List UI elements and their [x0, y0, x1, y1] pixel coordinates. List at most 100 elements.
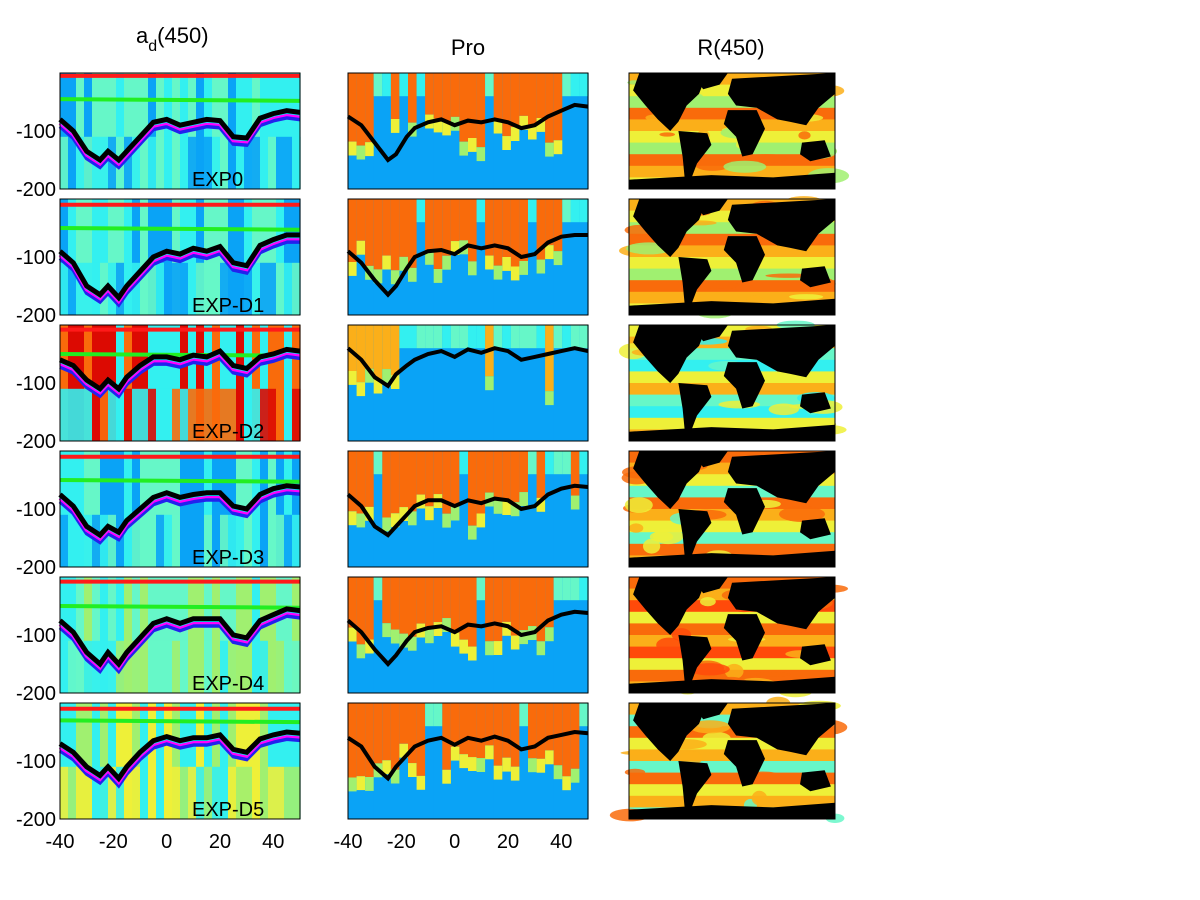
ad-heat-cell-lower [204, 640, 213, 693]
pro-heat-cell [356, 199, 366, 315]
ad-heat-cell [196, 703, 205, 819]
pro-heat-cell-top [476, 703, 486, 759]
pro-heat-cell [553, 577, 563, 693]
pro-heat-cell-top [373, 325, 383, 380]
ad-heat-cell [236, 703, 245, 819]
ad-heat-cell [100, 73, 109, 189]
pro-panel-frame [347, 576, 589, 694]
ad-heat-cell [84, 199, 93, 315]
pro-panel-frame [347, 702, 589, 820]
y-tick-label: -100 [16, 751, 56, 773]
ad-heat-cell [164, 451, 173, 567]
ad-heat-cell [292, 577, 301, 693]
ad-heat-cell [100, 577, 109, 693]
pro-heat-cell-top [545, 577, 555, 628]
pro-heat-cell-top [442, 703, 452, 770]
ad-heat-cell [276, 73, 285, 189]
ad-green-line [59, 97, 301, 103]
pro-heat-cell-top [442, 199, 452, 256]
pro-black-line [346, 729, 589, 782]
ad-heat-cell-lower [156, 388, 165, 441]
ad-heat-cell [284, 199, 293, 315]
pro-heat-cell-mid [493, 499, 503, 514]
ad-heat-cell-lower [284, 514, 293, 567]
ad-heat-cell-lower [228, 136, 237, 189]
pro-heat-cell-surface [579, 325, 589, 349]
map-ocean-patch [643, 538, 661, 554]
pro-heat-cell-top [433, 73, 443, 119]
ad-heat-cell [180, 577, 189, 693]
map-land-africa [723, 488, 765, 535]
pro-heat-cell-mid [476, 758, 486, 772]
ad-heat-cell [188, 325, 197, 441]
map-land-south-america [678, 383, 712, 432]
ad-heat-cell [196, 451, 205, 567]
pro-heat-cell [399, 325, 409, 441]
ad-heat-cell-lower [196, 388, 205, 441]
ad-heat-cell [172, 703, 181, 819]
ad-heat-cell-lower [156, 262, 165, 315]
pro-heat-cell-top [348, 73, 358, 142]
pro-heat-cell-mid [493, 119, 503, 134]
pro-heat-cell-top [373, 199, 383, 270]
ad-heat-cell [292, 451, 301, 567]
map-ocean-band [629, 257, 835, 270]
map-ocean-patch [624, 768, 646, 776]
ad-heat-cell-lower [188, 766, 197, 819]
pro-heat-cell-mid [433, 118, 443, 133]
map-land-africa [723, 362, 765, 409]
map-ocean-patch [700, 597, 716, 607]
ad-heat-cell-lower [268, 262, 277, 315]
pro-heat-cell-top [536, 577, 546, 642]
ad-heat-cell-lower [244, 388, 253, 441]
x-tick-label: -20 [99, 831, 128, 853]
pro-heat-cell [433, 703, 443, 819]
ad-heat-cell-lower [196, 640, 205, 693]
pro-heat-cell-top [408, 703, 418, 764]
pro-heat-cell [459, 199, 469, 315]
pro-heat-cell-mid [536, 641, 546, 656]
map-panel-exp-d4 [628, 576, 848, 698]
pro-heat-cell [408, 325, 418, 441]
pro-heat-cell-top [365, 199, 375, 266]
ad-heat-cell-lower [220, 766, 229, 819]
ad-heat-cell-lower [212, 766, 221, 819]
ad-heat-cell [212, 325, 221, 441]
ad-heat-cell [156, 577, 165, 693]
ad-heat-cell-lower [116, 388, 125, 441]
ad-heat-cell-lower [132, 136, 141, 189]
pro-heat-cell [562, 451, 572, 567]
pro-heat-cell-top [545, 325, 555, 392]
ad-heat-cell-lower [292, 136, 301, 189]
pro-heat-cell-surface [579, 199, 589, 223]
pro-heat-cell-mid [485, 376, 495, 391]
pro-heat-cell-mid [459, 754, 469, 769]
pro-heat-cell-surface [408, 325, 418, 349]
pro-heat-cell-top [450, 703, 461, 747]
pro-heat-cell-top [493, 703, 503, 766]
ad-heat-cell-lower [180, 388, 189, 441]
pro-heat-cell-top [442, 73, 452, 122]
pro-heat-cell [425, 703, 435, 819]
ad-heat-cell [60, 703, 69, 819]
ad-heat-cell [76, 199, 85, 315]
ad-heat-cell [60, 577, 69, 693]
y-tick-label: -100 [16, 499, 56, 521]
x-tick-label: 20 [209, 831, 231, 853]
ad-heat-cell-lower [252, 514, 261, 567]
pro-heat-cell-mid [425, 250, 435, 265]
pro-heat-cell-mid [510, 127, 521, 141]
pro-heat-cell [562, 199, 572, 315]
map-ocean-band [629, 417, 835, 430]
ad-heat-cell-lower [60, 514, 69, 567]
ad-heat-cell [92, 73, 101, 189]
ad-heat-cell-lower [228, 262, 237, 315]
ad-heat-cell-lower [228, 388, 237, 441]
ad-heat-cell-lower [276, 640, 285, 693]
pro-heat-cell-mid [468, 757, 478, 771]
ad-heat-cell-lower [284, 640, 293, 693]
col2-title: Pro [451, 35, 485, 60]
pro-heat-cell-mid [519, 630, 529, 645]
ad-heat-cell [116, 451, 125, 567]
y-tick-label: -200 [16, 305, 56, 327]
